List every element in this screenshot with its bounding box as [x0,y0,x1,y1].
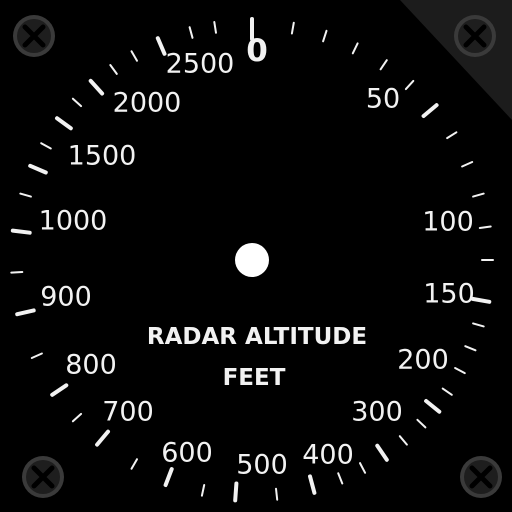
pointer-pivot [235,243,269,277]
minor-tick [322,29,328,43]
minor-tick [351,42,359,55]
major-tick [55,116,73,131]
minor-tick [472,322,485,328]
major-tick [163,467,174,487]
minor-tick [71,97,83,108]
minor-tick [19,192,32,198]
major-tick [308,474,317,495]
scale-label-900: 900 [40,282,92,313]
minor-tick [454,367,466,375]
minor-tick [398,435,408,446]
scale-label-500: 500 [236,450,288,481]
minor-tick [130,458,138,470]
minor-tick [213,21,217,34]
major-tick [424,399,442,414]
screw-top-left [13,15,55,57]
minor-tick [472,192,485,198]
minor-tick [478,225,492,229]
minor-tick [337,472,344,485]
minor-tick [30,352,43,359]
minor-tick [359,462,367,474]
minor-tick [416,418,427,429]
minor-tick [404,79,415,91]
major-tick [155,36,167,56]
scale-label-0: 0 [246,33,268,69]
major-tick [10,228,32,235]
scale-label-150: 150 [423,279,475,310]
major-tick [470,296,492,304]
major-tick [28,163,48,175]
major-tick [375,443,389,462]
scale-ticks [10,17,494,503]
scale-label-600: 600 [161,438,213,469]
major-tick [95,429,110,447]
major-tick [88,78,105,96]
screw-bottom-left [22,456,64,498]
scale-label-2500: 2500 [166,49,235,80]
gauge-units: FEET [223,365,286,391]
minor-tick [461,161,474,168]
minor-tick [130,50,138,62]
scale-label-400: 400 [302,440,354,471]
scale-label-50: 50 [366,84,400,115]
scale-label-800: 800 [65,350,117,381]
major-tick [50,383,69,397]
major-tick [15,308,36,317]
scale-label-2000: 2000 [113,88,182,119]
scale-label-1500: 1500 [68,141,137,172]
minor-tick [71,412,83,423]
minor-tick [40,142,52,150]
minor-tick [109,64,118,75]
minor-tick [290,21,295,35]
gauge-title: RADAR ALTITUDE [147,324,367,350]
scale-label-700: 700 [102,397,154,428]
minor-tick [464,345,477,352]
minor-tick [275,487,279,501]
minor-tick [379,59,388,71]
major-tick [233,481,239,503]
scale-label-1000: 1000 [39,206,108,237]
minor-tick [441,387,453,396]
minor-tick [10,271,24,274]
scale-label-200: 200 [397,345,449,376]
scale-label-100: 100 [422,207,474,238]
minor-tick [200,484,206,497]
minor-tick [188,26,194,39]
screw-bottom-right [460,456,502,498]
screw-top-right [454,15,496,57]
scale-label-300: 300 [351,397,403,428]
minor-tick [446,131,458,140]
major-tick [421,103,439,118]
